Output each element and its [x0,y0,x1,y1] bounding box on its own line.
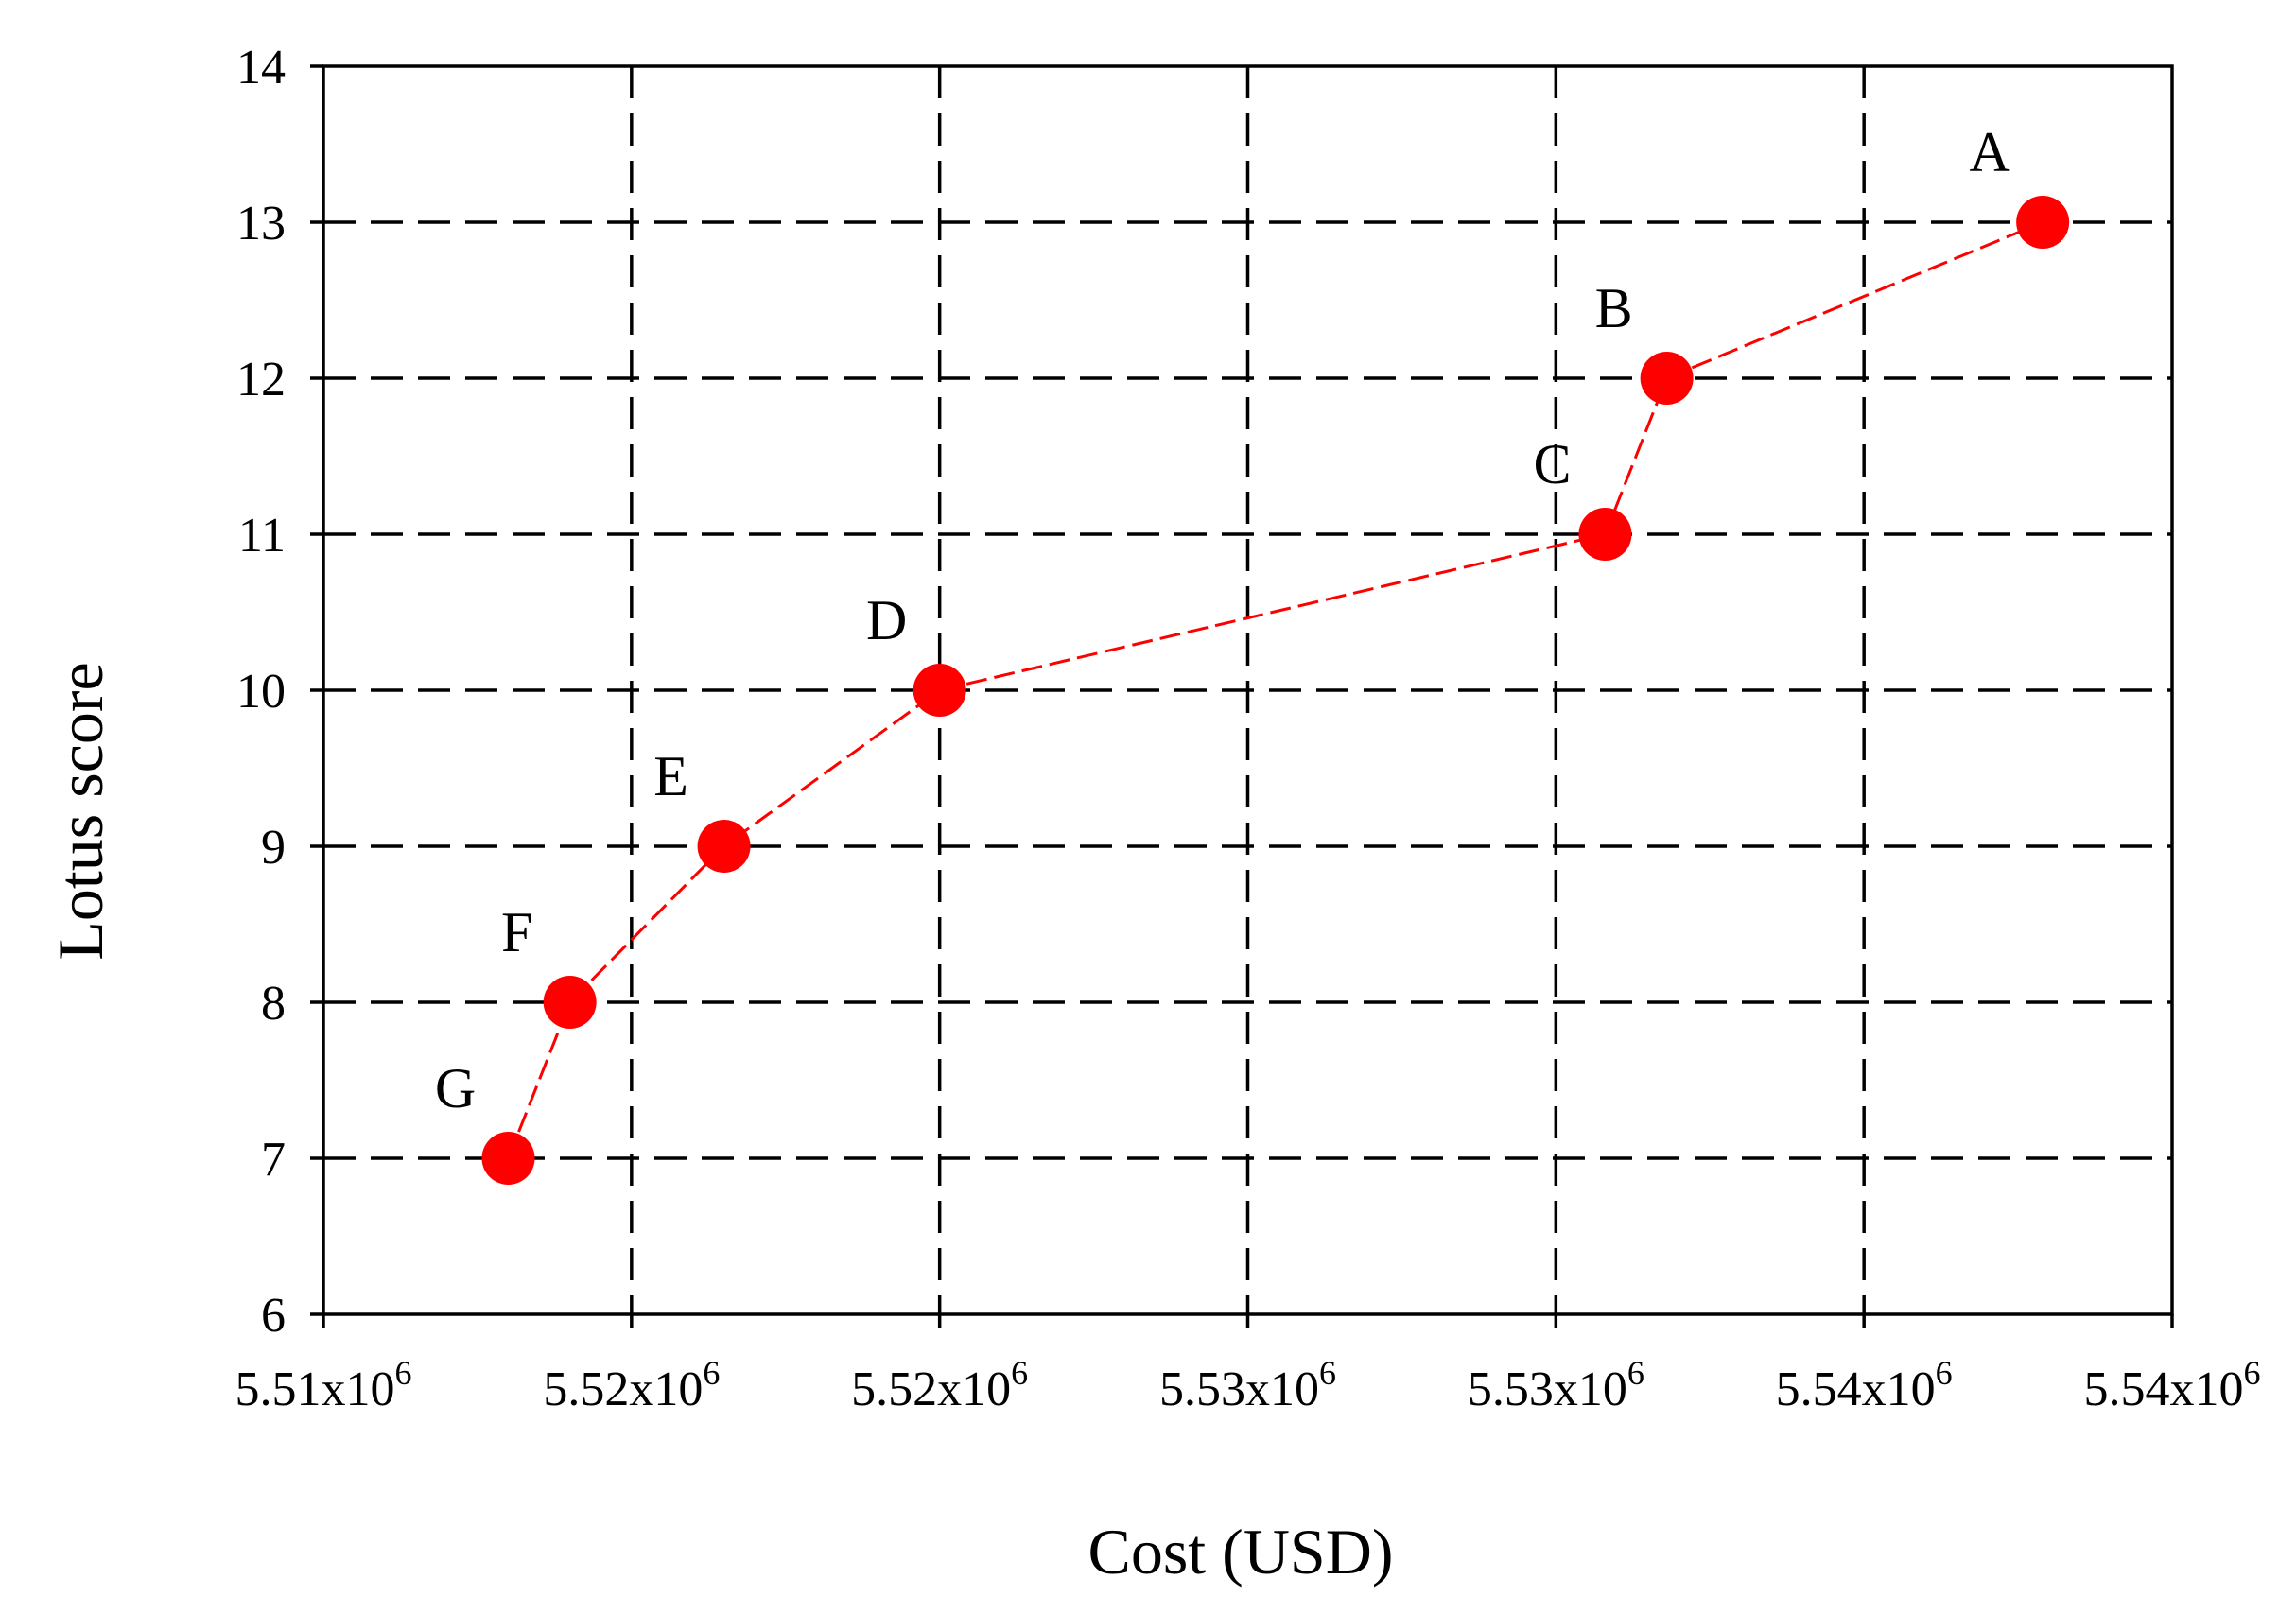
y-tick-label: 9 [261,821,286,875]
point-label-a: A [1969,121,2009,183]
plot-frame [322,64,2174,1316]
data-points [481,196,2070,1185]
x-tick-label: 5.52x106 [851,1354,1028,1416]
y-tick-label: 8 [261,977,286,1031]
y-tick-label: 14 [236,41,286,95]
point-label-b: B [1595,277,1633,339]
labels: Cost (USD) Lotus score G F E D C B A [44,121,2010,1588]
point-label-e: E [653,745,688,807]
x-tick-label: 5.53x106 [1468,1354,1644,1416]
y-tick-label: 11 [238,509,286,563]
y-tick-label: 13 [236,197,286,251]
data-point-c [1578,508,1632,561]
axes: 6 7 8 9 10 11 12 13 14 5.51x106 5.52x106 5.52x106 5.… [235,41,2261,1416]
x-tick-label: 5.54x106 [2084,1354,2261,1416]
x-tick-label: 5.51x106 [235,1354,412,1416]
y-tick-label: 6 [261,1289,286,1343]
y-tick-label: 12 [236,353,286,407]
y-axis-label: Lotus score [44,662,116,960]
y-tick-label: 10 [236,665,286,719]
point-label-f: F [501,901,532,963]
point-label-g: G [435,1057,476,1119]
data-point-a [2016,196,2070,249]
point-label-c: C [1533,433,1571,495]
grid [323,66,2172,1314]
x-tick-label: 5.53x106 [1159,1354,1336,1416]
data-point-b [1640,352,1694,405]
data-point-e [697,820,751,873]
x-axis-label: Cost (USD) [1087,1516,1393,1588]
x-tick-label: 5.52x106 [543,1354,720,1416]
data-point-g [481,1132,535,1185]
point-label-d: D [866,589,907,651]
x-tick-label: 5.54x106 [1776,1354,1953,1416]
y-tick-label: 7 [261,1133,286,1187]
data-point-f [543,976,597,1029]
data-point-d [913,664,966,717]
